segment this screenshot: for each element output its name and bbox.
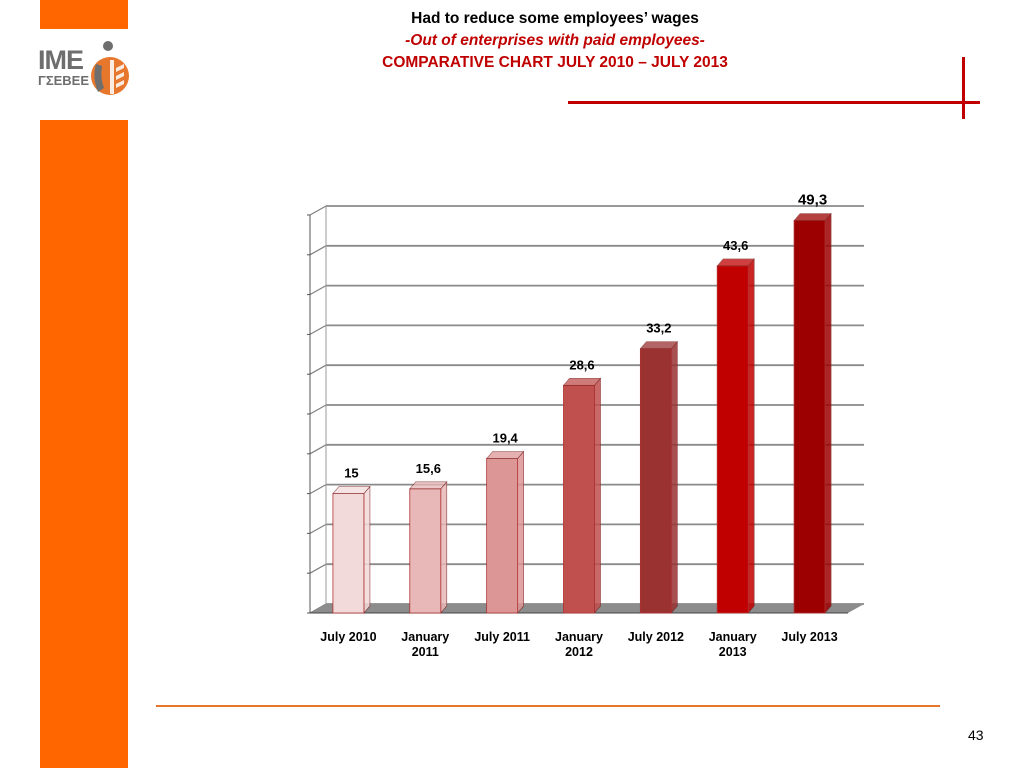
bar-side — [363, 485, 371, 614]
bar — [409, 488, 442, 614]
data-label: 19,4 — [492, 431, 518, 446]
data-label: 33,2 — [646, 321, 671, 336]
bar-top — [409, 481, 448, 490]
bar-side — [517, 450, 524, 614]
gridline-diagonal — [309, 205, 327, 216]
gridline-diagonal — [309, 444, 327, 455]
red-accent-vertical-line — [962, 57, 965, 119]
gridline-diagonal — [309, 245, 327, 256]
gridline-diagonal — [309, 523, 327, 534]
gridline-diagonal — [309, 404, 327, 415]
bar-side — [594, 377, 601, 614]
x-tick-label: July 2010 — [320, 630, 376, 644]
page-number: 43 — [968, 727, 984, 743]
red-accent-horizontal-line — [568, 101, 980, 104]
bar-side — [824, 212, 832, 614]
ime-gsevee-logo: IME ΓΣΕΒΕΕ — [38, 38, 130, 106]
x-tick-label: July 2012 — [628, 630, 684, 644]
data-label: 43,6 — [723, 238, 748, 253]
bar-top — [562, 378, 602, 386]
bar-side — [440, 481, 448, 614]
bar-side — [747, 258, 755, 614]
bar — [639, 348, 672, 614]
bar-side — [671, 340, 678, 614]
gridline-diagonal — [309, 484, 327, 495]
gridline-diagonal — [309, 324, 327, 335]
x-tick-label: January — [709, 630, 757, 644]
bar — [793, 220, 826, 614]
title-line-3: COMPARATIVE CHART JULY 2010 – JULY 2013 — [382, 54, 728, 71]
logo-sub-text: ΓΣΕΒΕΕ — [38, 73, 90, 88]
logo-emblem-icon — [91, 41, 129, 95]
orange-side-bar — [40, 120, 128, 768]
data-label: 15 — [344, 466, 358, 481]
data-label: 15,6 — [416, 461, 441, 476]
title-line-1: Had to reduce some employees’ wages — [411, 10, 699, 27]
orange-side-bar-top — [40, 0, 128, 29]
bar — [332, 493, 365, 614]
bar-top — [639, 341, 679, 350]
bar — [563, 384, 595, 614]
logo-main-text: IME — [38, 45, 84, 75]
slide-title: Had to reduce some employees’ wages -Out… — [290, 8, 820, 74]
x-tick-label: 2011 — [412, 645, 439, 659]
bar-top — [793, 213, 832, 221]
bar-top — [332, 486, 371, 494]
title-line-2: -Out of enterprises with paid employees- — [405, 32, 705, 49]
x-tick-label: July 2011 — [474, 630, 530, 644]
bar-top — [485, 451, 525, 459]
x-tick-label: January — [555, 630, 603, 644]
bar — [486, 458, 519, 614]
data-label: 28,6 — [569, 357, 594, 372]
bar — [716, 265, 749, 614]
x-tick-label: 2012 — [565, 645, 593, 659]
data-label: 49,3 — [798, 192, 827, 209]
gridline-diagonal — [309, 285, 327, 296]
gridline-diagonal — [309, 563, 327, 574]
x-tick-label: January — [401, 630, 449, 644]
orange-footer-line — [156, 705, 940, 707]
logo-text: IME ΓΣΕΒΕΕ — [38, 46, 89, 88]
x-tick-label: 2013 — [719, 645, 747, 659]
gridline-diagonal — [309, 364, 327, 375]
x-tick-label: July 2013 — [781, 630, 837, 644]
bar-top — [716, 258, 755, 267]
